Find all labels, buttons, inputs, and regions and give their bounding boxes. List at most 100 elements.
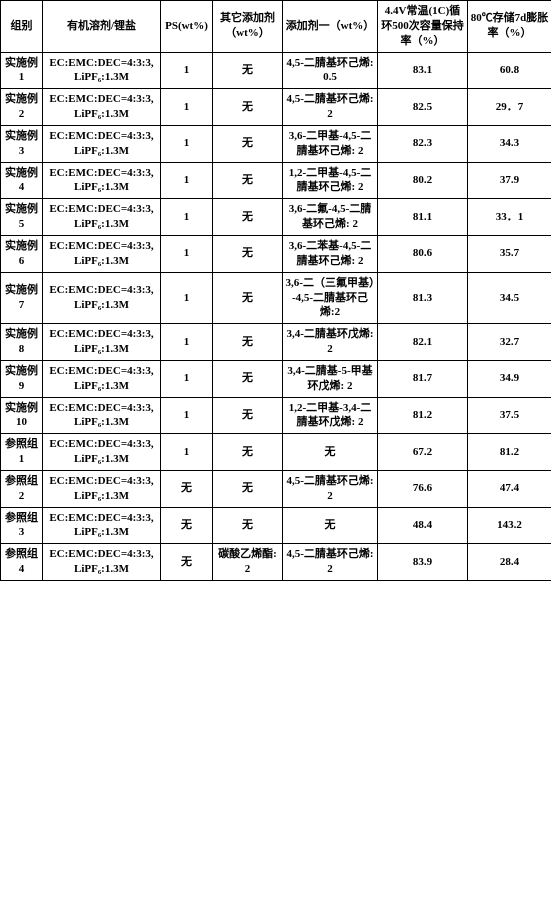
cell-c0: 实施例9 — [1, 360, 43, 397]
cell-c6: 35.7 — [468, 235, 551, 272]
cell-c3: 无 — [213, 162, 283, 199]
cell-c0: 参照组2 — [1, 470, 43, 507]
cell-c4: 4,5-二腈基环己烯: 2 — [283, 89, 378, 126]
cell-c1: EC:EMC:DEC=4:3:3, LiPF₆:1.3M — [43, 360, 161, 397]
cell-c4: 无 — [283, 507, 378, 544]
cell-c2: 1 — [161, 162, 213, 199]
table-row: 实施例3EC:EMC:DEC=4:3:3, LiPF₆:1.3M1无3,6-二甲… — [1, 125, 551, 162]
cell-c5: 82.5 — [378, 89, 468, 126]
cell-c3: 无 — [213, 199, 283, 236]
table-row: 实施例2EC:EMC:DEC=4:3:3, LiPF₆:1.3M1无4,5-二腈… — [1, 89, 551, 126]
cell-c6: 32.7 — [468, 324, 551, 361]
cell-c3: 无 — [213, 89, 283, 126]
table-row: 实施例5EC:EMC:DEC=4:3:3, LiPF₆:1.3M1无3,6-二氟… — [1, 199, 551, 236]
cell-c3: 无 — [213, 235, 283, 272]
cell-c6: 81.2 — [468, 434, 551, 471]
cell-c6: 34.3 — [468, 125, 551, 162]
table-row: 实施例9EC:EMC:DEC=4:3:3, LiPF₆:1.3M1无3,4-二腈… — [1, 360, 551, 397]
cell-c4: 4,5-二腈基环己烯: 0.5 — [283, 52, 378, 89]
cell-c5: 83.1 — [378, 52, 468, 89]
cell-c4: 4,5-二腈基环己烯: 2 — [283, 470, 378, 507]
cell-c1: EC:EMC:DEC=4:3:3, LiPF₆:1.3M — [43, 507, 161, 544]
cell-c0: 实施例3 — [1, 125, 43, 162]
col-group: 组别 — [1, 1, 43, 53]
cell-c1: EC:EMC:DEC=4:3:3, LiPF₆:1.3M — [43, 125, 161, 162]
cell-c1: EC:EMC:DEC=4:3:3, LiPF₆:1.3M — [43, 52, 161, 89]
cell-c6: 37.5 — [468, 397, 551, 434]
cell-c5: 81.7 — [378, 360, 468, 397]
cell-c3: 无 — [213, 397, 283, 434]
cell-c1: EC:EMC:DEC=4:3:3, LiPF₆:1.3M — [43, 272, 161, 324]
table-row: 参照组4EC:EMC:DEC=4:3:3, LiPF₆:1.3M无碳酸乙烯酯: … — [1, 544, 551, 581]
table-row: 实施例8EC:EMC:DEC=4:3:3, LiPF₆:1.3M1无3,4-二腈… — [1, 324, 551, 361]
cell-c6: 28.4 — [468, 544, 551, 581]
data-table: 组别 有机溶剂/锂盐 PS(wt%) 其它添加剂（wt%） 添加剂一（wt%） … — [0, 0, 551, 581]
cell-c3: 无 — [213, 360, 283, 397]
cell-c4: 1,2-二甲基-4,5-二腈基环己烯: 2 — [283, 162, 378, 199]
cell-c3: 无 — [213, 272, 283, 324]
cell-c2: 1 — [161, 52, 213, 89]
cell-c1: EC:EMC:DEC=4:3:3, LiPF₆:1.3M — [43, 470, 161, 507]
cell-c0: 实施例2 — [1, 89, 43, 126]
cell-c6: 47.4 — [468, 470, 551, 507]
table-body: 实施例1EC:EMC:DEC=4:3:3, LiPF₆:1.3M1无4,5-二腈… — [1, 52, 551, 580]
cell-c6: 33．1 — [468, 199, 551, 236]
cell-c4: 3,6-二甲基-4,5-二腈基环己烯: 2 — [283, 125, 378, 162]
table-row: 参照组3EC:EMC:DEC=4:3:3, LiPF₆:1.3M无无无48.41… — [1, 507, 551, 544]
cell-c2: 1 — [161, 324, 213, 361]
cell-c5: 80.2 — [378, 162, 468, 199]
cell-c2: 1 — [161, 199, 213, 236]
cell-c5: 76.6 — [378, 470, 468, 507]
cell-c0: 实施例8 — [1, 324, 43, 361]
cell-c3: 无 — [213, 125, 283, 162]
col-expansion: 80℃存储7d膨胀率（%） — [468, 1, 551, 53]
table-row: 实施例6EC:EMC:DEC=4:3:3, LiPF₆:1.3M1无3,6-二苯… — [1, 235, 551, 272]
cell-c6: 34.9 — [468, 360, 551, 397]
cell-c2: 1 — [161, 272, 213, 324]
cell-c2: 1 — [161, 397, 213, 434]
col-solvent: 有机溶剂/锂盐 — [43, 1, 161, 53]
cell-c4: 3,6-二苯基-4,5-二腈基环己烯: 2 — [283, 235, 378, 272]
cell-c5: 80.6 — [378, 235, 468, 272]
col-retention: 4.4V常温(1C)循环500次容量保持率（%） — [378, 1, 468, 53]
cell-c1: EC:EMC:DEC=4:3:3, LiPF₆:1.3M — [43, 434, 161, 471]
cell-c3: 无 — [213, 470, 283, 507]
cell-c2: 无 — [161, 470, 213, 507]
cell-c1: EC:EMC:DEC=4:3:3, LiPF₆:1.3M — [43, 235, 161, 272]
cell-c2: 1 — [161, 125, 213, 162]
table-row: 参照组1EC:EMC:DEC=4:3:3, LiPF₆:1.3M1无无67.28… — [1, 434, 551, 471]
cell-c0: 实施例1 — [1, 52, 43, 89]
cell-c1: EC:EMC:DEC=4:3:3, LiPF₆:1.3M — [43, 162, 161, 199]
cell-c2: 无 — [161, 544, 213, 581]
table-row: 实施例7EC:EMC:DEC=4:3:3, LiPF₆:1.3M1无3,6-二（… — [1, 272, 551, 324]
col-additive-1: 添加剂一（wt%） — [283, 1, 378, 53]
cell-c5: 82.1 — [378, 324, 468, 361]
cell-c5: 67.2 — [378, 434, 468, 471]
cell-c0: 实施例5 — [1, 199, 43, 236]
cell-c0: 参照组4 — [1, 544, 43, 581]
cell-c1: EC:EMC:DEC=4:3:3, LiPF₆:1.3M — [43, 397, 161, 434]
cell-c4: 1,2-二甲基-3,4-二腈基环戊烯: 2 — [283, 397, 378, 434]
cell-c3: 无 — [213, 324, 283, 361]
cell-c5: 81.2 — [378, 397, 468, 434]
col-ps: PS(wt%) — [161, 1, 213, 53]
table-row: 实施例1EC:EMC:DEC=4:3:3, LiPF₆:1.3M1无4,5-二腈… — [1, 52, 551, 89]
cell-c0: 参照组3 — [1, 507, 43, 544]
cell-c5: 83.9 — [378, 544, 468, 581]
table-row: 实施例10EC:EMC:DEC=4:3:3, LiPF₆:1.3M1无1,2-二… — [1, 397, 551, 434]
cell-c0: 实施例7 — [1, 272, 43, 324]
header-row: 组别 有机溶剂/锂盐 PS(wt%) 其它添加剂（wt%） 添加剂一（wt%） … — [1, 1, 551, 53]
cell-c2: 1 — [161, 434, 213, 471]
cell-c0: 实施例10 — [1, 397, 43, 434]
cell-c4: 4,5-二腈基环己烯: 2 — [283, 544, 378, 581]
cell-c3: 无 — [213, 434, 283, 471]
cell-c5: 81.1 — [378, 199, 468, 236]
cell-c2: 1 — [161, 360, 213, 397]
cell-c6: 60.8 — [468, 52, 551, 89]
cell-c4: 3,6-二氟-4,5-二腈基环己烯: 2 — [283, 199, 378, 236]
col-other-additive: 其它添加剂（wt%） — [213, 1, 283, 53]
cell-c1: EC:EMC:DEC=4:3:3, LiPF₆:1.3M — [43, 324, 161, 361]
cell-c4: 3,6-二（三氟甲基）-4,5-二腈基环己烯:2 — [283, 272, 378, 324]
cell-c2: 无 — [161, 507, 213, 544]
cell-c1: EC:EMC:DEC=4:3:3, LiPF₆:1.3M — [43, 199, 161, 236]
